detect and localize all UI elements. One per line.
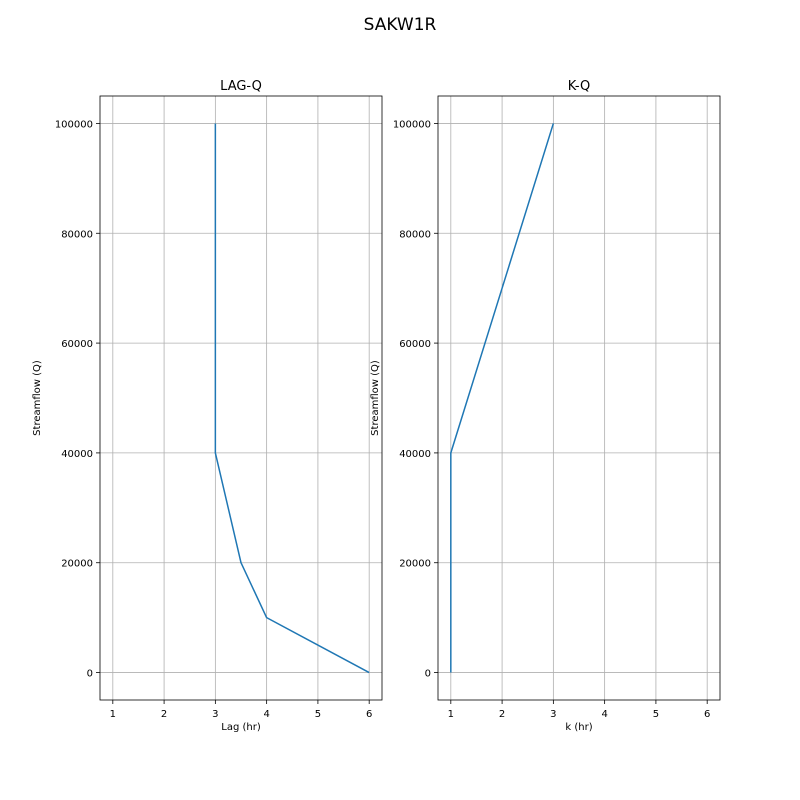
x-tick-label: 5	[653, 709, 659, 720]
y-tick-label: 60000	[61, 339, 93, 350]
x-tick-label: 3	[212, 709, 218, 720]
y-axis-label: Streamflow (Q)	[32, 360, 43, 436]
figure-title: SAKW1R	[364, 15, 437, 35]
axes-frame	[437, 95, 721, 701]
x-tick-label: 2	[161, 709, 167, 720]
y-tick-label: 0	[425, 669, 431, 680]
x-tick-label: 4	[263, 709, 269, 720]
y-tick-label: 80000	[399, 229, 431, 240]
x-tick-label: 1	[110, 709, 116, 720]
panel-title: LAG-Q	[220, 79, 262, 94]
y-tick-label: 20000	[399, 559, 431, 570]
y-tick-label: 100000	[55, 119, 93, 130]
x-tick-label: 5	[315, 709, 321, 720]
y-axis-label: Streamflow (Q)	[370, 360, 381, 436]
x-axis-label: k (hr)	[565, 722, 592, 733]
series-line	[214, 123, 370, 674]
y-tick-label: 80000	[61, 229, 93, 240]
x-tick-label: 3	[550, 709, 556, 720]
series-line	[450, 123, 555, 673]
x-tick-label: 2	[499, 709, 505, 720]
y-tick-label: 40000	[399, 449, 431, 460]
k-q-panel: 1 2 3 4 5 6 0 20000 40000 60000 80000 100000 K-Q k (h…	[370, 79, 721, 733]
y-tick-label: 0	[87, 669, 93, 680]
y-tick-label: 20000	[61, 559, 93, 570]
lag-q-panel: 1 2 3 4 5 6 0 20000 40000 60000 80000 100000 LAG-Q La…	[32, 79, 383, 733]
axes-frame	[99, 95, 383, 701]
y-tick-label: 40000	[61, 449, 93, 460]
x-tick-label: 6	[704, 709, 710, 720]
x-tick-label: 1	[448, 709, 454, 720]
y-tick-label: 60000	[399, 339, 431, 350]
x-axis-label: Lag (hr)	[221, 722, 261, 733]
x-tick-label: 4	[601, 709, 607, 720]
panel-title: K-Q	[568, 79, 591, 94]
y-tick-label: 100000	[393, 119, 431, 130]
x-tick-label: 6	[366, 709, 372, 720]
